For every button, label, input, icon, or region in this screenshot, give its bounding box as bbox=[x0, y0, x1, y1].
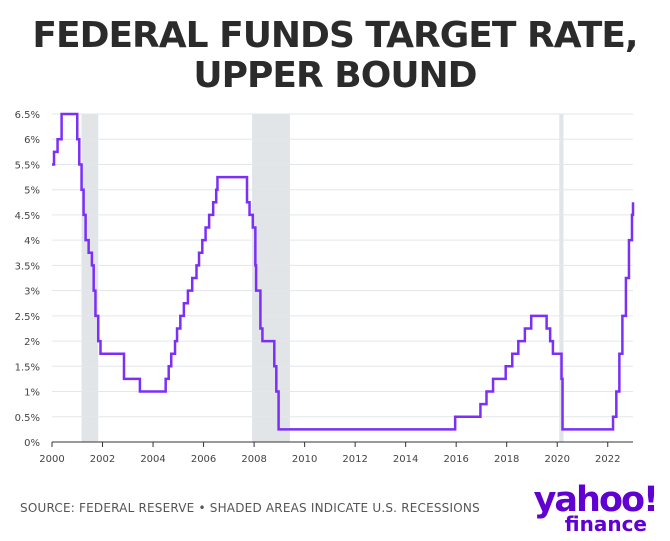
y-tick-label: 1.5% bbox=[15, 362, 40, 373]
y-tick-label: 4.5% bbox=[15, 211, 40, 222]
x-tick-label: 2000 bbox=[39, 454, 64, 465]
x-tick-label: 2006 bbox=[191, 454, 216, 465]
x-tick-label: 2012 bbox=[342, 454, 367, 465]
y-tick-label: 6.5% bbox=[15, 110, 40, 121]
y-tick-label: 5% bbox=[24, 186, 40, 197]
chart-title-line-2: UPPER BOUND bbox=[193, 55, 477, 96]
series-line-1 bbox=[52, 112, 635, 431]
y-tick-label: 2.5% bbox=[15, 312, 40, 323]
y-tick-label: 6% bbox=[24, 135, 40, 146]
x-tick-label: 2008 bbox=[241, 454, 266, 465]
y-tick-label: 0.5% bbox=[15, 413, 40, 424]
y-tick-label: 4% bbox=[24, 236, 40, 247]
chart-title: FEDERAL FUNDS TARGET RATE, UPPER BOUND bbox=[0, 16, 670, 96]
y-tick-label: 1% bbox=[24, 388, 40, 399]
x-tick-label: 2020 bbox=[544, 454, 569, 465]
x-tick-label: 2010 bbox=[292, 454, 317, 465]
yahoo-finance-logo: yahoo! finance bbox=[505, 480, 659, 538]
x-tick-label: 2022 bbox=[595, 454, 620, 465]
source-note: SOURCE: FEDERAL RESERVE • SHADED AREAS I… bbox=[20, 501, 480, 515]
recession-band-3 bbox=[559, 114, 564, 442]
y-tick-label: 0% bbox=[24, 438, 40, 449]
recession-band-2 bbox=[252, 114, 290, 442]
y-tick-label: 3% bbox=[24, 287, 40, 298]
chart-title-line-1: FEDERAL FUNDS TARGET RATE, bbox=[32, 15, 638, 56]
logo-wordmark: yahoo! bbox=[533, 480, 659, 520]
y-tick-label: 3.5% bbox=[15, 261, 40, 272]
y-tick-label: 2% bbox=[24, 337, 40, 348]
recession-band-1 bbox=[81, 114, 99, 442]
x-tick-label: 2004 bbox=[140, 454, 165, 465]
logo-subtext: finance bbox=[564, 512, 647, 536]
x-tick-label: 2014 bbox=[393, 454, 418, 465]
x-tick-label: 2016 bbox=[443, 454, 468, 465]
y-tick-label: 5.5% bbox=[15, 160, 40, 171]
x-tick-label: 2018 bbox=[494, 454, 519, 465]
x-tick-label: 2002 bbox=[90, 454, 115, 465]
